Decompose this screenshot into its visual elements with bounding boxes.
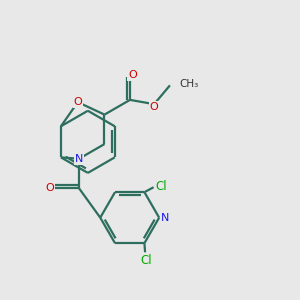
Text: Cl: Cl <box>140 254 152 267</box>
Text: CH₃: CH₃ <box>179 79 198 89</box>
Text: O: O <box>128 70 137 80</box>
Text: O: O <box>150 102 158 112</box>
Text: O: O <box>74 97 82 107</box>
Text: N: N <box>161 213 169 223</box>
Text: Cl: Cl <box>155 180 167 193</box>
Text: N: N <box>75 154 83 164</box>
Text: O: O <box>45 183 54 193</box>
